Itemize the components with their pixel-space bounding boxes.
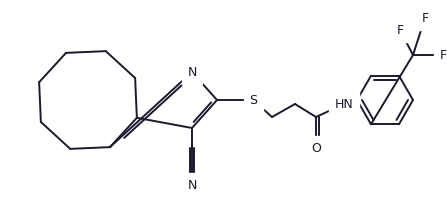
Text: F: F [439, 49, 447, 62]
Text: F: F [422, 11, 429, 24]
Text: HN: HN [335, 97, 354, 110]
Text: F: F [396, 24, 404, 37]
Text: N: N [187, 65, 197, 78]
Text: S: S [249, 93, 257, 106]
Text: O: O [311, 142, 321, 155]
Text: N: N [187, 179, 197, 192]
